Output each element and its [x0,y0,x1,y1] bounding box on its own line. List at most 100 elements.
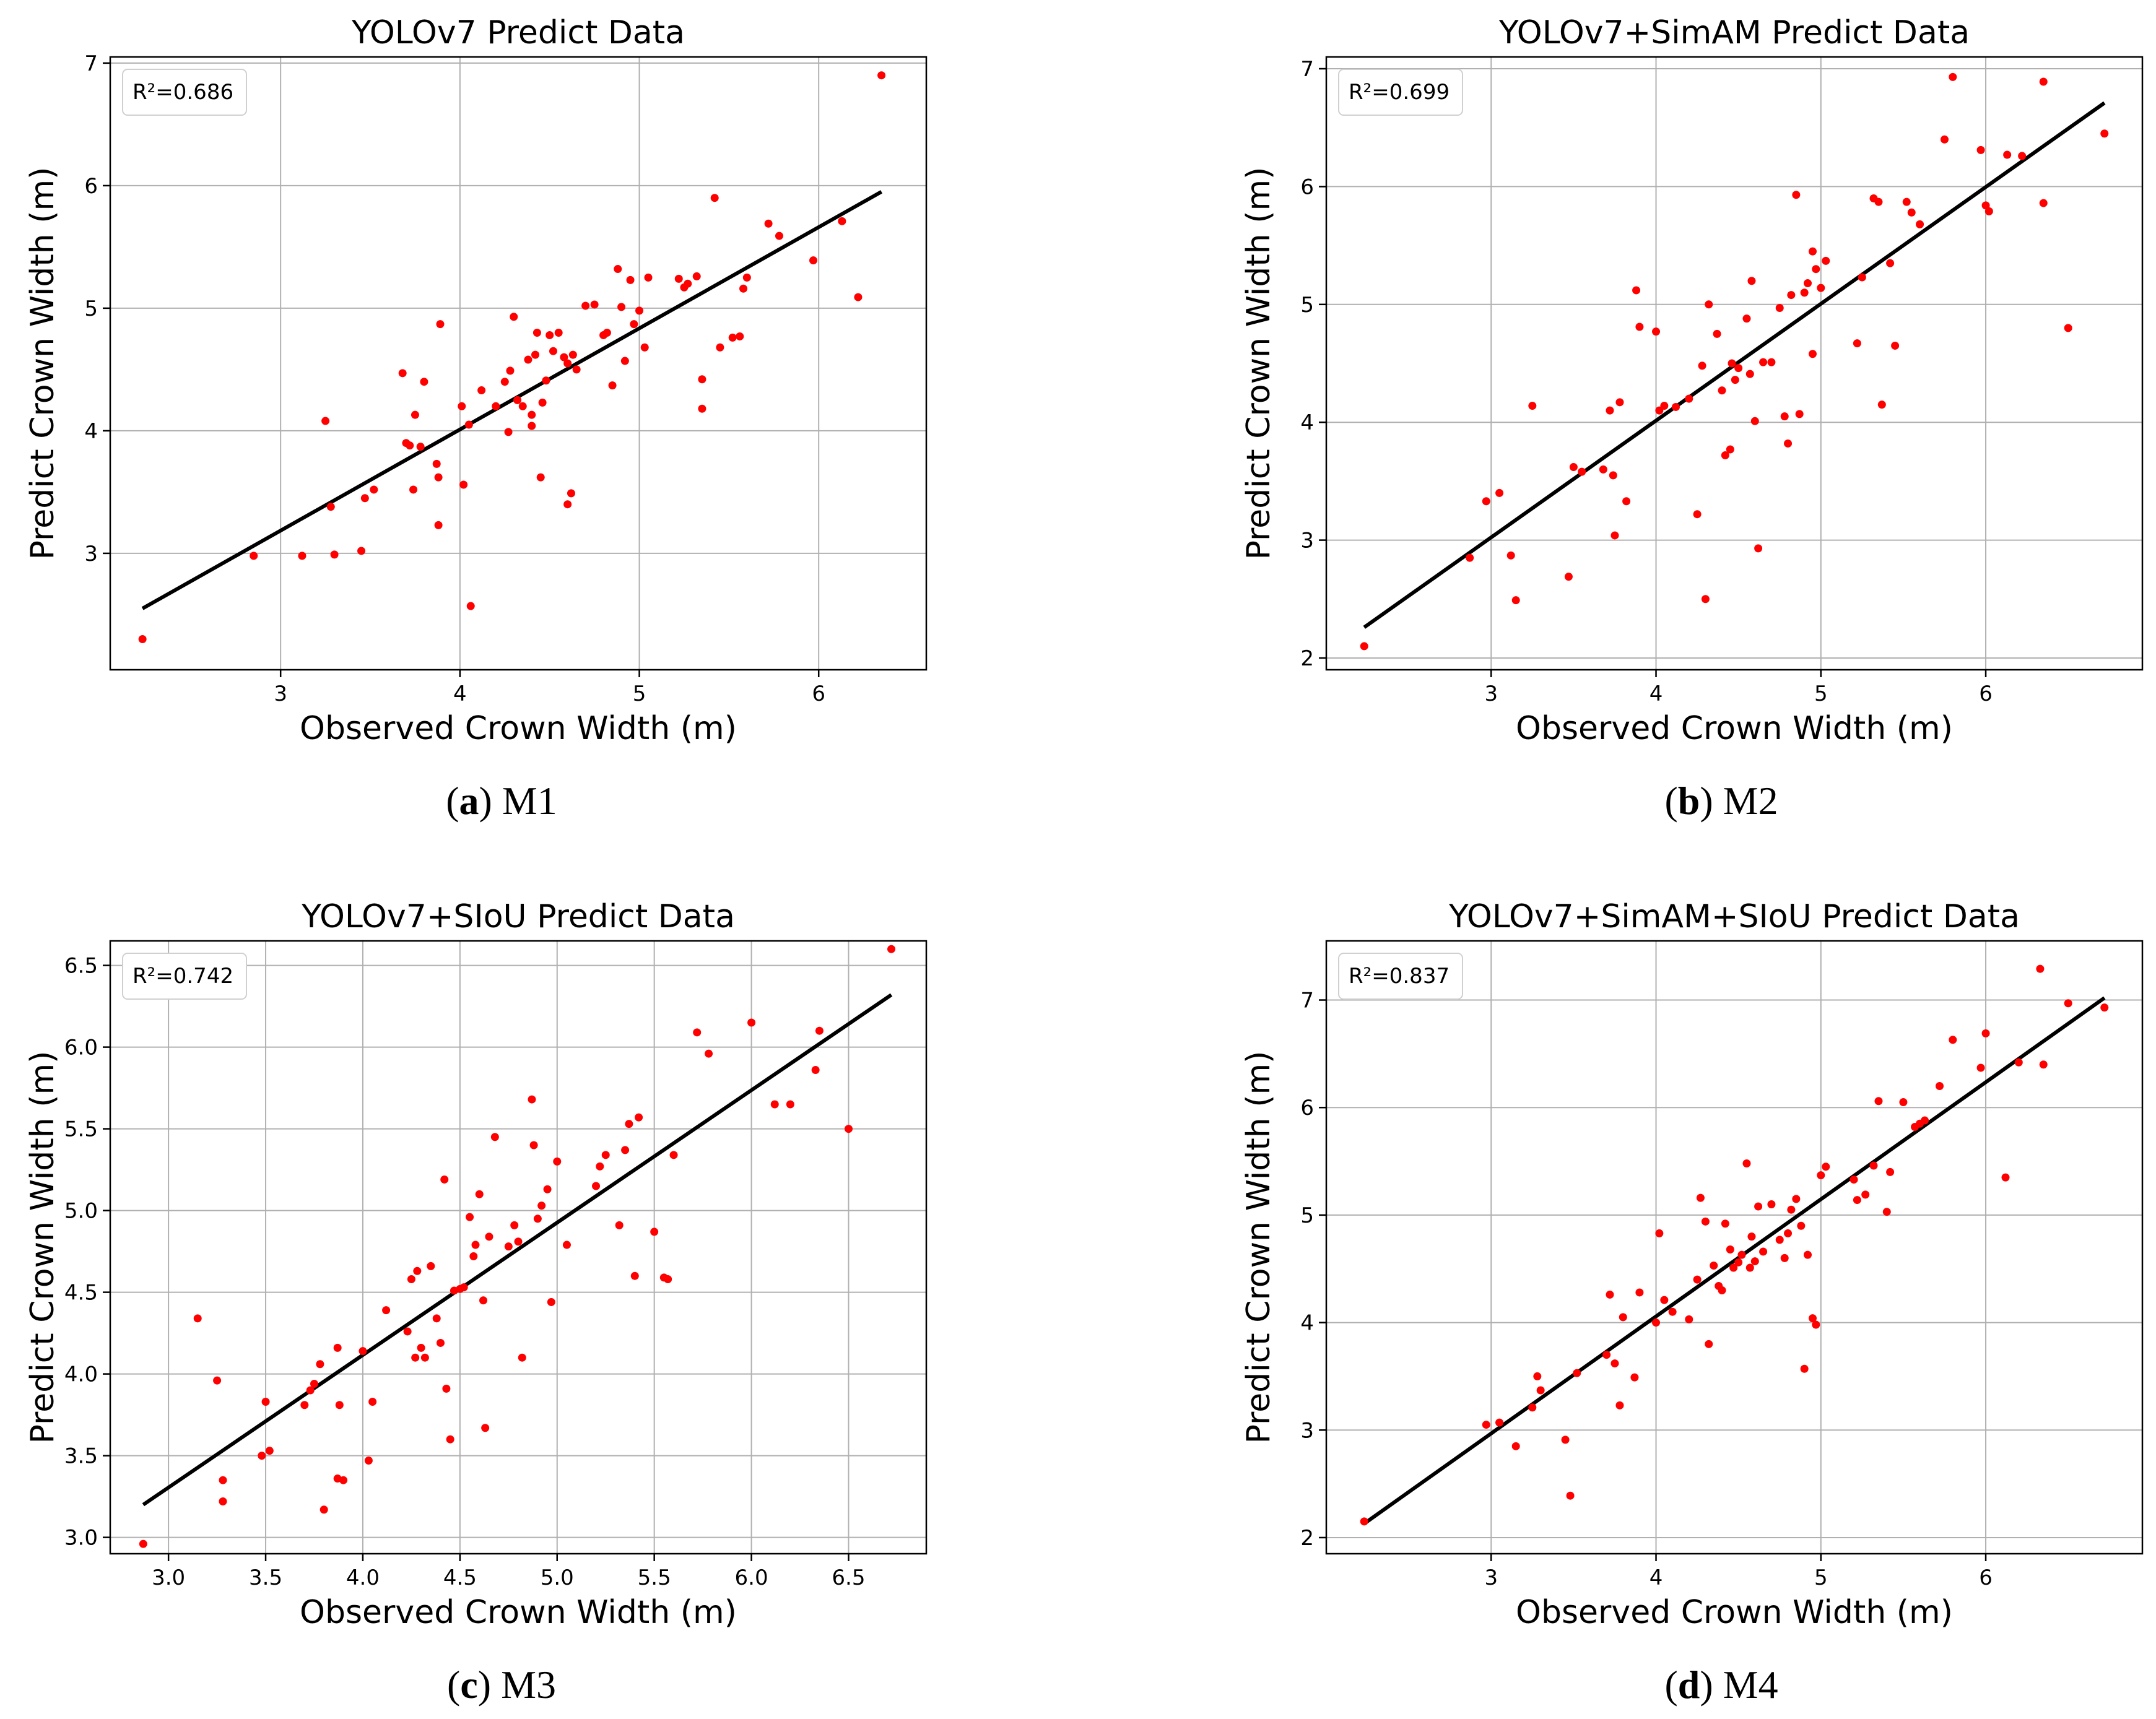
x-tick-label: 5.5 [638,1565,671,1590]
data-point [1745,1263,1754,1272]
data-point [357,547,366,555]
data-point [537,1202,546,1210]
data-point [528,410,536,419]
data-point [1750,417,1759,425]
data-point [1808,1314,1817,1323]
data-point [1759,1247,1768,1256]
data-point [2018,152,2027,160]
data-point [528,422,536,430]
data-point [617,303,626,311]
data-point [716,343,724,352]
data-point [319,1505,328,1514]
data-point [310,1379,318,1388]
data-point [1705,300,1713,309]
data-point [360,494,369,503]
data-point [531,350,540,359]
data-point [1767,358,1776,366]
data-point [1710,1262,1718,1270]
data-point [1808,247,1817,256]
r2-box [1338,69,1463,116]
data-point [698,404,706,413]
data-point [854,293,863,301]
data-point [1742,314,1751,323]
data-point [316,1360,324,1369]
data-point [506,366,515,375]
data-point [698,375,706,384]
y-tick-label: 3 [84,542,98,566]
data-point [1812,1320,1820,1329]
data-point [572,365,581,374]
data-point [770,1100,779,1109]
data-point [1635,1288,1644,1297]
plot-frame [109,940,928,1555]
data-point [326,503,335,511]
data-point [1610,531,1619,540]
data-point [477,386,486,395]
data-point [1622,497,1631,506]
data-point [664,1275,672,1283]
data-point [466,1213,474,1221]
r2-box [1338,953,1463,1000]
data-point [644,273,653,282]
data-point [1705,1340,1713,1348]
data-point [1984,207,1993,215]
data-point [1886,1167,1895,1176]
data-point [2064,324,2072,332]
data-point [485,1232,493,1241]
data-point [2100,1003,2109,1012]
data-point [213,1376,222,1385]
plot-area [1326,941,2142,1554]
y-tick-label: 4 [1300,1311,1314,1336]
x-tick-label: 4.5 [443,1565,477,1590]
data-point [601,1151,610,1159]
data-point [590,300,599,309]
chart-title: YOLOv7+SIoU Predict Data [301,898,735,935]
x-tick-label: 5 [1814,682,1828,706]
data-point [1668,1307,1677,1316]
data-point [747,1018,756,1027]
data-point [630,1271,639,1280]
data-point [398,369,407,378]
data-point [1853,1196,1861,1205]
data-point [1949,72,1957,81]
data-point [481,1424,490,1432]
data-point [547,1297,555,1306]
x-tick-label: 4.0 [346,1565,380,1590]
data-point [621,1146,630,1154]
data-point [440,1175,449,1184]
caption-open-paren: ( [1664,779,1677,823]
data-point [1718,386,1726,395]
data-point [1745,370,1754,378]
data-point [1564,573,1573,581]
plot-frame [1325,56,2144,671]
data-point [1747,1232,1756,1241]
data-point [625,1120,633,1128]
data-point [1495,488,1504,497]
data-point [2036,964,2045,973]
data-point [640,343,649,352]
data-point [1693,1275,1702,1284]
caption-model: M3 [501,1663,556,1707]
panel-b: 3 4 5 6 2 3 4 5 6 7 R²=0.699 YOLOv7+SimAM Predict D… [1240,14,2144,823]
plot-frame [1325,940,2144,1555]
data-point [692,272,701,280]
y-tick-label: 6 [1300,1096,1314,1120]
data-point [1976,1063,1985,1072]
y-tick-label: 5 [1300,1203,1314,1228]
data-point [458,402,466,410]
x-tick-label: 4 [1650,682,1663,706]
data-point [2039,77,2048,86]
data-point [490,1133,499,1141]
y-tick-label: 4 [84,419,98,444]
data-point [1655,1229,1664,1237]
data-point [1822,256,1830,265]
data-point [403,1327,412,1336]
data-point [1921,1116,1929,1125]
data-point [1754,1202,1763,1211]
data-point [1803,1250,1812,1259]
panel-a: 3 4 5 6 3 4 5 6 7 R²=0.686 YOLOv7 Predict Data Obse… [24,14,928,823]
chart-title: YOLOv7 Predict Data [351,14,685,51]
data-point [608,381,617,390]
data-point [1737,1250,1746,1259]
